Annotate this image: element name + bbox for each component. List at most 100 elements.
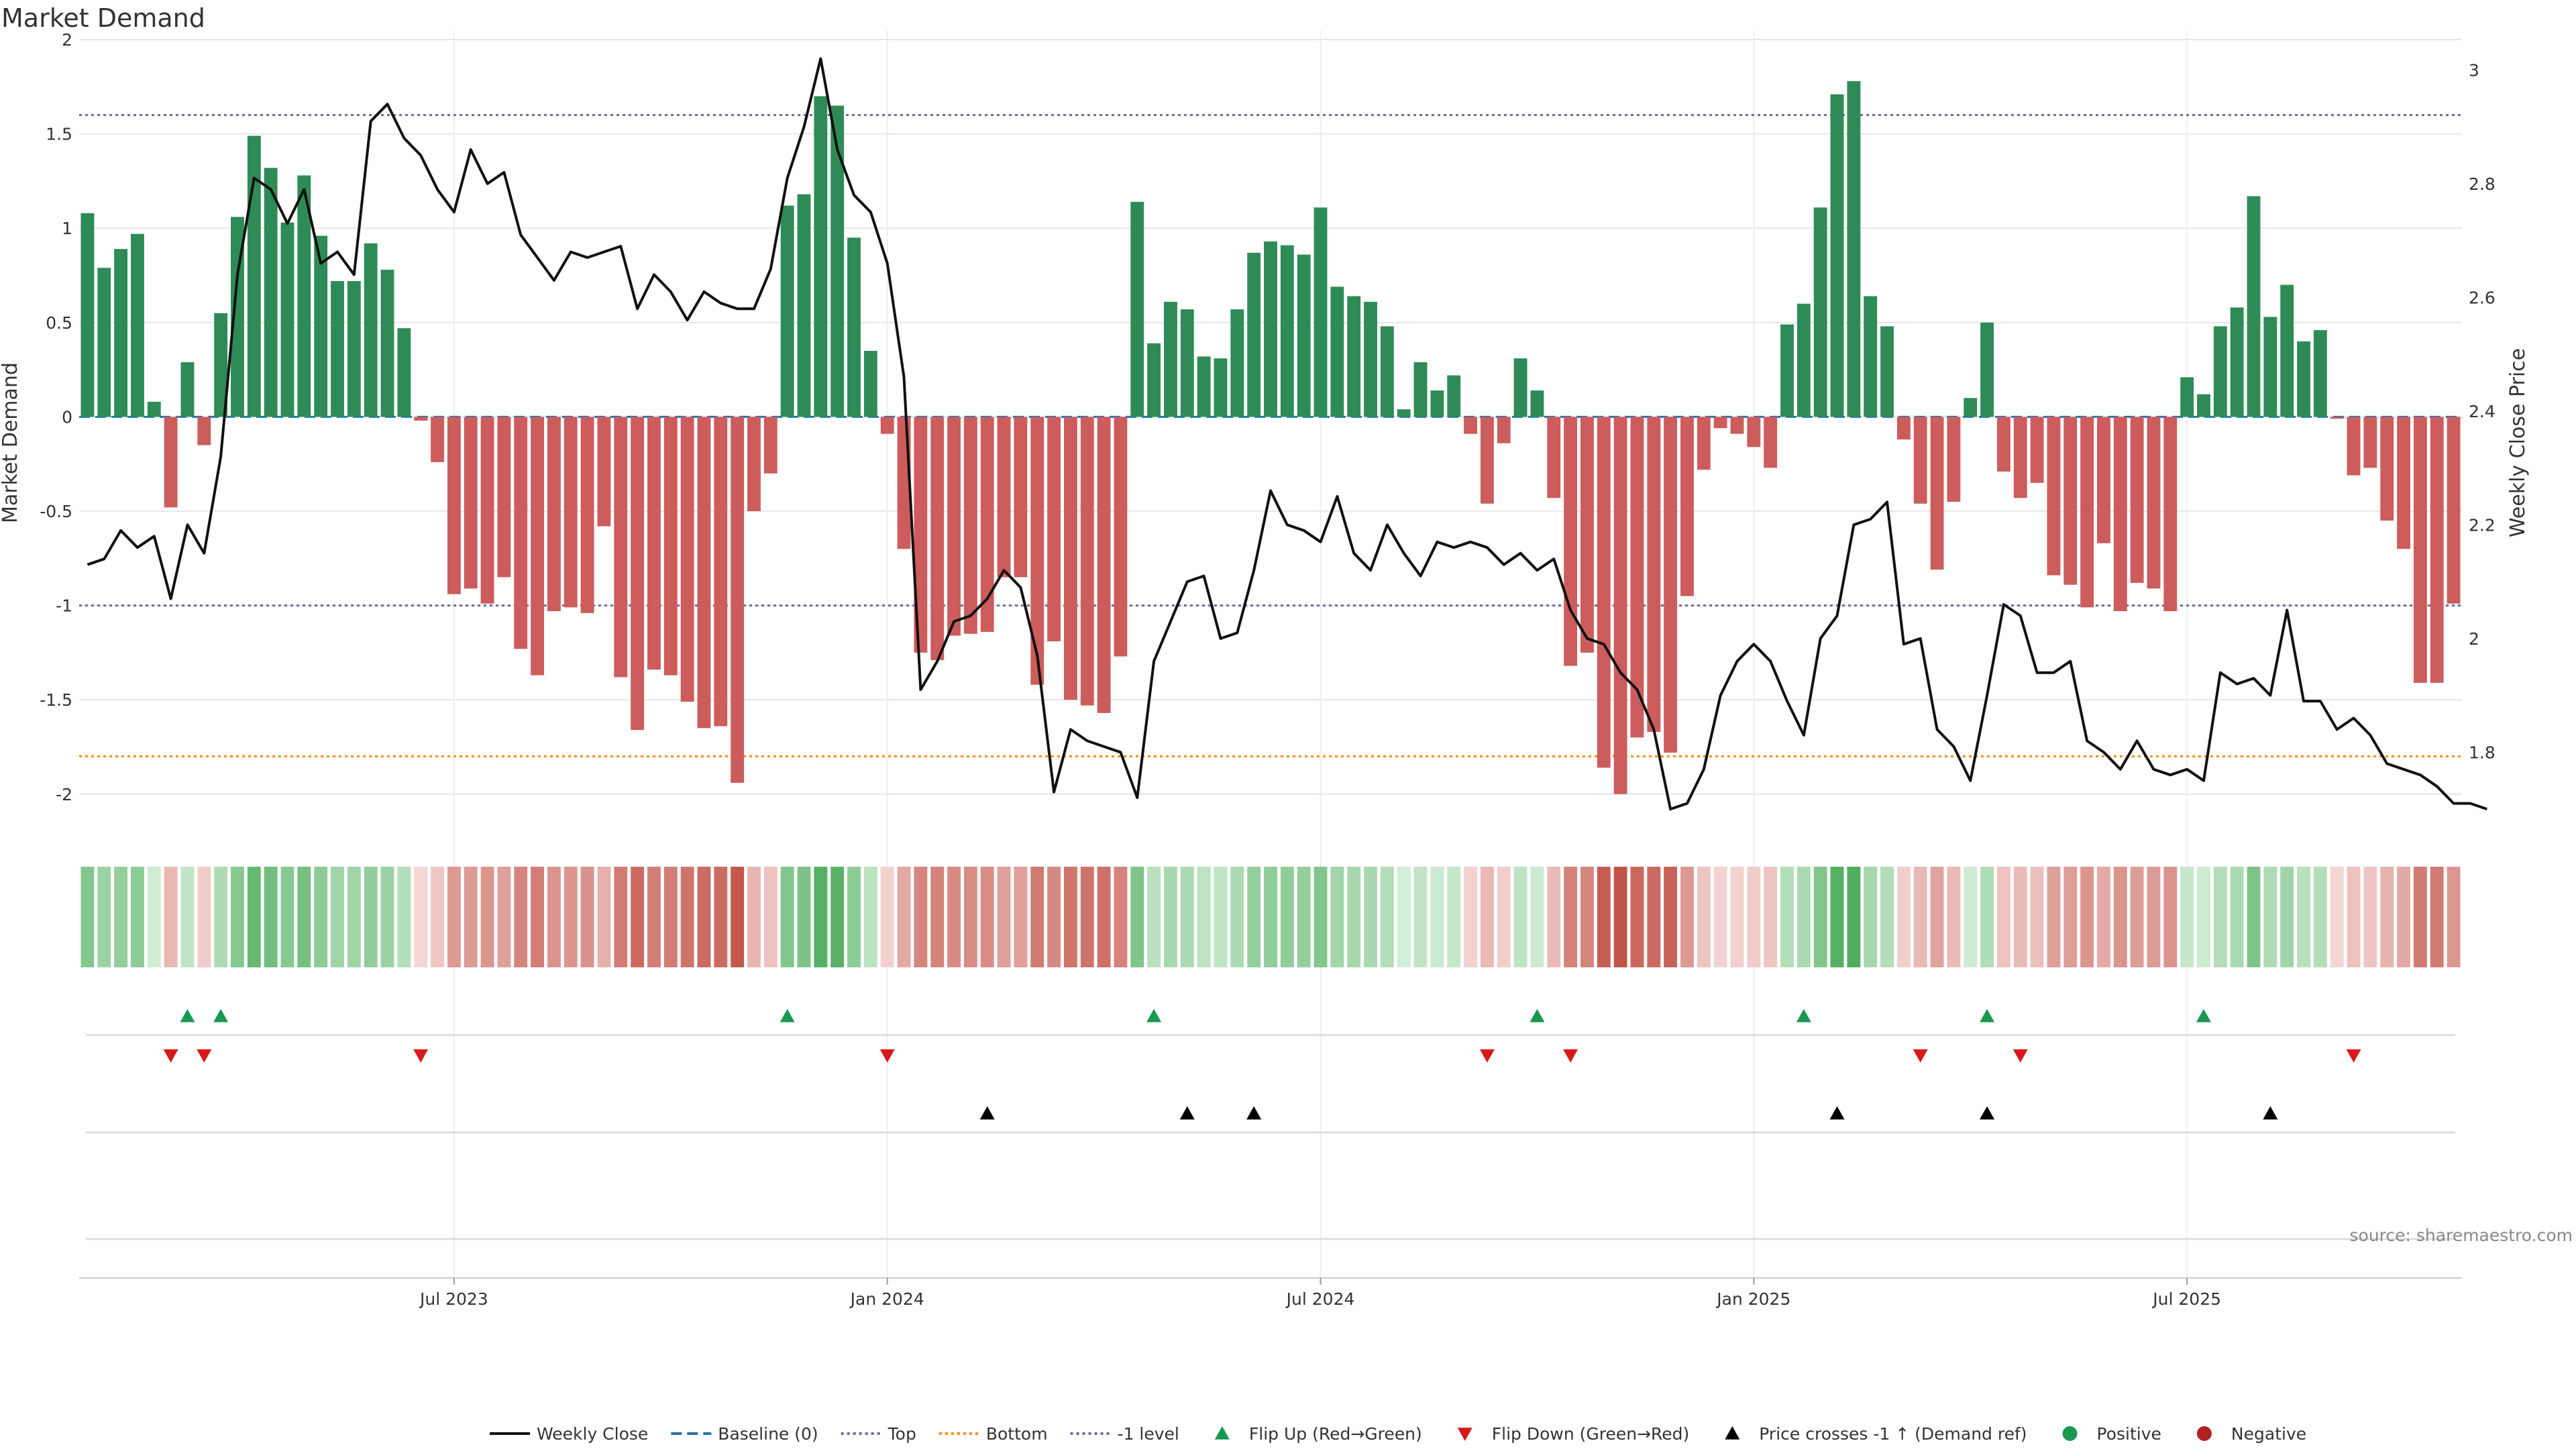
demand-bar xyxy=(297,175,311,417)
heat-cell xyxy=(197,867,211,967)
demand-bar xyxy=(214,313,228,417)
heat-cell xyxy=(731,867,745,967)
flip-down-marker xyxy=(197,1049,212,1063)
demand-bar xyxy=(547,417,561,612)
demand-bar xyxy=(1613,417,1627,794)
demand-bar xyxy=(914,417,928,653)
demand-bar xyxy=(1247,252,1261,417)
heat-cell xyxy=(2297,867,2310,967)
heat-cell xyxy=(1114,867,1128,967)
demand-bar xyxy=(1564,417,1578,666)
demand-bar xyxy=(1913,417,1927,504)
price-cross-marker xyxy=(1980,1106,1995,1120)
demand-bar xyxy=(1180,309,1194,417)
heat-cell xyxy=(447,867,461,967)
heat-cell xyxy=(1747,867,1761,967)
demand-bar xyxy=(1397,409,1411,417)
legend-label: -1 level xyxy=(1118,1424,1179,1444)
demand-bar xyxy=(1114,417,1128,657)
demand-bar xyxy=(1147,343,1161,417)
heat-cell xyxy=(1347,867,1361,967)
demand-bar xyxy=(2380,417,2394,521)
heat-cell xyxy=(514,867,528,967)
heat-cell xyxy=(364,867,378,967)
heat-cell xyxy=(1730,867,1744,967)
demand-bar xyxy=(1030,417,1044,685)
heat-cell xyxy=(2280,867,2294,967)
heat-cell xyxy=(564,867,578,967)
demand-bar xyxy=(247,136,261,417)
demand-bar xyxy=(264,168,278,417)
heat-cell xyxy=(2097,867,2110,967)
heat-cell xyxy=(1497,867,1511,967)
legend: Weekly Close Baseline (0) Top Bottom -1 leve… xyxy=(490,1424,2306,1444)
heat-cell xyxy=(480,867,494,967)
legend-label: Flip Up (Red→Green) xyxy=(1249,1424,1422,1444)
heat-cell xyxy=(1580,867,1594,967)
x-tick-label: Jul 2023 xyxy=(419,1289,488,1309)
heat-cell xyxy=(1063,867,1077,967)
demand-bar xyxy=(2080,417,2094,608)
demand-bar xyxy=(2397,417,2410,549)
demand-bar xyxy=(347,280,361,417)
demand-bar xyxy=(480,417,494,604)
y-tick-label: 1.5 xyxy=(46,125,72,144)
demand-bar xyxy=(647,417,661,670)
heat-cell xyxy=(1930,867,1944,967)
demand-bar xyxy=(280,222,294,417)
heat-cell xyxy=(1630,867,1644,967)
heat-cell xyxy=(1430,867,1444,967)
demand-bar xyxy=(1547,417,1561,498)
demand-bar xyxy=(1497,417,1511,443)
heat-cell xyxy=(1480,867,1494,967)
demand-bar xyxy=(731,417,745,783)
demand-bar xyxy=(1630,417,1644,738)
heat-cell xyxy=(1080,867,1094,967)
right-y-axis: 3 2.8 2.6 2.4 2.2 2 1.8 xyxy=(2469,60,2496,762)
demand-bar xyxy=(197,417,211,445)
heat-cell xyxy=(497,867,511,967)
demand-bar xyxy=(364,243,378,417)
heat-cell xyxy=(1364,867,1377,967)
y-tick-label: -0.5 xyxy=(40,502,72,521)
demand-bar xyxy=(2047,417,2061,576)
flip-up-marker xyxy=(1796,1009,1811,1022)
demand-bar xyxy=(814,96,828,417)
flip-down-marker xyxy=(413,1049,429,1063)
heat-cell xyxy=(1147,867,1161,967)
demand-bar xyxy=(997,417,1011,578)
heat-cell xyxy=(247,867,261,967)
demand-bar xyxy=(414,417,428,421)
y2-axis-label: Weekly Close Price xyxy=(2506,348,2530,537)
left-y-axis: 2 1.5 1 0.5 0 -0.5 -1 -1.5 -2 xyxy=(40,30,72,804)
heat-cell xyxy=(2147,867,2161,967)
flip-down-marker xyxy=(2346,1049,2361,1063)
demand-bar xyxy=(2147,417,2161,589)
heat-cell xyxy=(2080,867,2094,967)
demand-bar xyxy=(2280,284,2294,417)
heat-cell xyxy=(663,867,678,967)
heat-cell xyxy=(997,867,1011,967)
demand-bar xyxy=(180,362,195,417)
demand-bar xyxy=(114,249,128,417)
weekly-close-line xyxy=(87,57,2487,811)
demand-bar xyxy=(2297,341,2310,417)
heat-cell xyxy=(180,867,195,967)
heat-cell xyxy=(1713,867,1727,967)
legend-label: Baseline (0) xyxy=(718,1424,818,1444)
demand-bar xyxy=(1164,301,1177,417)
heat-cell xyxy=(1664,867,1678,967)
heat-cell xyxy=(147,867,161,967)
demand-bar xyxy=(963,417,977,634)
heat-cell xyxy=(914,867,928,967)
x-axis: Jul 2023 Jan 2024 Jul 2024 Jan 2025 Jul 2025 xyxy=(79,1277,2462,1309)
heat-cell xyxy=(763,867,777,967)
flip-up-marker xyxy=(180,1009,195,1022)
heat-cell xyxy=(214,867,228,967)
demand-bar xyxy=(2030,417,2044,483)
demand-bar xyxy=(397,328,411,417)
demand-bar xyxy=(1813,207,1827,417)
heat-cell xyxy=(464,867,478,967)
heat-cell xyxy=(1380,867,1394,967)
demand-bar xyxy=(2313,330,2327,417)
